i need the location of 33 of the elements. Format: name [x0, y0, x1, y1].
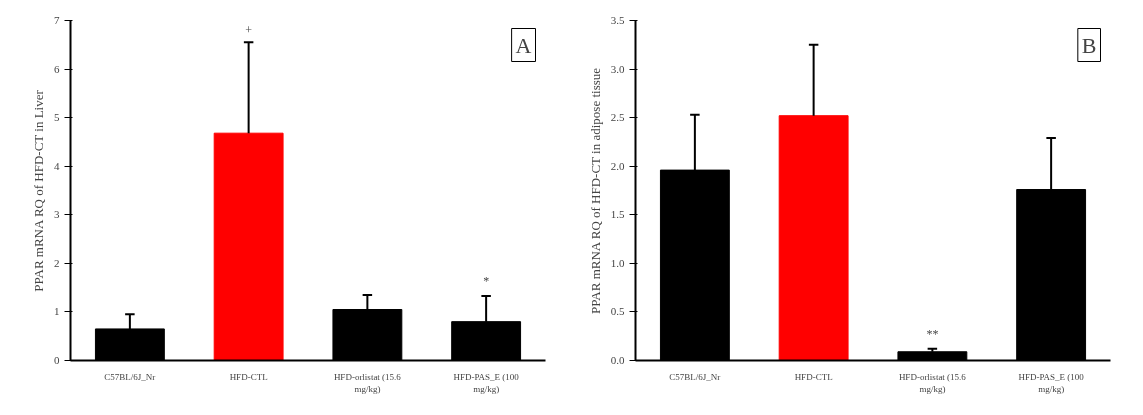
y-tick-label: 2.0 [610, 159, 625, 172]
y-axis-title: PPAR mRNA RQ of HFD-CT in adipose tissue [587, 67, 603, 314]
x-tick-label: HFD-CTL [229, 371, 268, 382]
y-tick-label: 6 [54, 62, 60, 75]
annotation: + [245, 23, 253, 38]
x-tick-label: HFD-CTL [794, 371, 833, 382]
y-tick-label: 1.5 [610, 208, 625, 221]
y-tick-label: 3.0 [610, 62, 625, 75]
annotation: B [1081, 32, 1097, 58]
x-tick-label: C57BL/6J_Nr [104, 371, 156, 382]
y-tick-label: 7 [54, 14, 60, 26]
y-tick-label: 4 [54, 159, 60, 172]
y-tick-label: 0 [54, 354, 60, 366]
x-tick-label: HFD-orlistat (15.6 mg/kg) [333, 371, 402, 394]
y-axis-title: PPAR mRNA RQ of HFD-CT in Liver [31, 89, 46, 292]
bar [213, 132, 284, 361]
y-tick-label: 5 [54, 111, 60, 124]
y-tick-label: 2.5 [610, 111, 625, 124]
x-tick-label: C57BL/6J_Nr [669, 371, 721, 382]
y-tick-label: 2 [54, 256, 60, 269]
y-tick-label: 3.5 [610, 14, 625, 26]
y-tick-label: 3 [54, 208, 60, 221]
x-tick-label: HFD-PAS_E (100 mg/kg) [453, 371, 520, 394]
bar [778, 115, 849, 361]
y-tick-label: 0.0 [610, 354, 625, 366]
x-tick-label: HFD-orlistat (15.6 mg/kg) [898, 371, 967, 394]
y-tick-label: 1 [54, 305, 60, 318]
annotation: ** [926, 326, 939, 341]
annotation: * [483, 273, 490, 288]
y-tick-label: 0.5 [610, 305, 625, 318]
y-tick-label: 1.0 [610, 256, 625, 269]
x-tick-label: HFD-PAS_E (100 mg/kg) [1018, 371, 1085, 394]
annotation: A [515, 32, 532, 58]
